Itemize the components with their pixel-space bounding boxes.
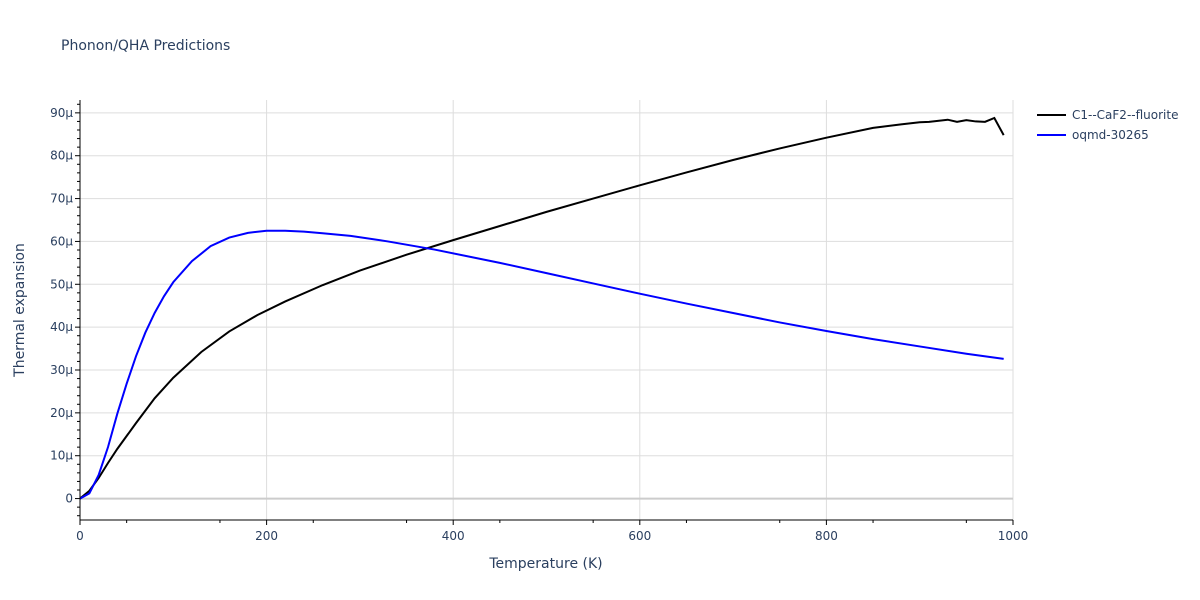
y-tick-label: 40μ bbox=[50, 320, 73, 334]
y-tick-label: 70μ bbox=[50, 192, 73, 206]
y-axis-title: Thermal expansion bbox=[12, 243, 28, 378]
x-tick-label: 600 bbox=[628, 529, 651, 543]
series-line-0[interactable] bbox=[79, 116, 1005, 500]
legend-item-1[interactable]: oqmd-30265 bbox=[1037, 128, 1149, 142]
plot-area[interactable] bbox=[79, 116, 1005, 500]
y-tick-label: 60μ bbox=[50, 234, 73, 248]
y-tick-label: 90μ bbox=[50, 106, 73, 120]
y-tick-label: 80μ bbox=[50, 149, 73, 163]
legend-label: oqmd-30265 bbox=[1072, 128, 1149, 142]
legend-label: C1--CaF2--fluorite bbox=[1072, 108, 1178, 122]
axes: 0 200 400 600 800 1000 0 10μ 20μ 30μ 40μ 50μ 60μ 70μ 8… bbox=[50, 100, 1028, 543]
x-axis-title: Temperature (K) bbox=[488, 556, 602, 572]
x-tick-label: 800 bbox=[815, 529, 838, 543]
y-tick-label: 30μ bbox=[50, 363, 73, 377]
y-tick-label: 0 bbox=[65, 492, 73, 506]
y-tick-label: 10μ bbox=[50, 449, 73, 463]
grid bbox=[80, 100, 1014, 520]
x-tick-label: 0 bbox=[76, 529, 84, 543]
y-tick-label: 20μ bbox=[50, 406, 73, 420]
legend[interactable]: C1--CaF2--fluorite oqmd-30265 bbox=[1037, 108, 1178, 142]
x-tick-label: 1000 bbox=[998, 529, 1029, 543]
x-tick-label: 200 bbox=[255, 529, 278, 543]
series-line-1[interactable] bbox=[79, 229, 1004, 500]
x-tick-label: 400 bbox=[442, 529, 465, 543]
chart-title: Phonon/QHA Predictions bbox=[61, 38, 230, 54]
legend-item-0[interactable]: C1--CaF2--fluorite bbox=[1037, 108, 1178, 122]
y-tick-label: 50μ bbox=[50, 277, 73, 291]
